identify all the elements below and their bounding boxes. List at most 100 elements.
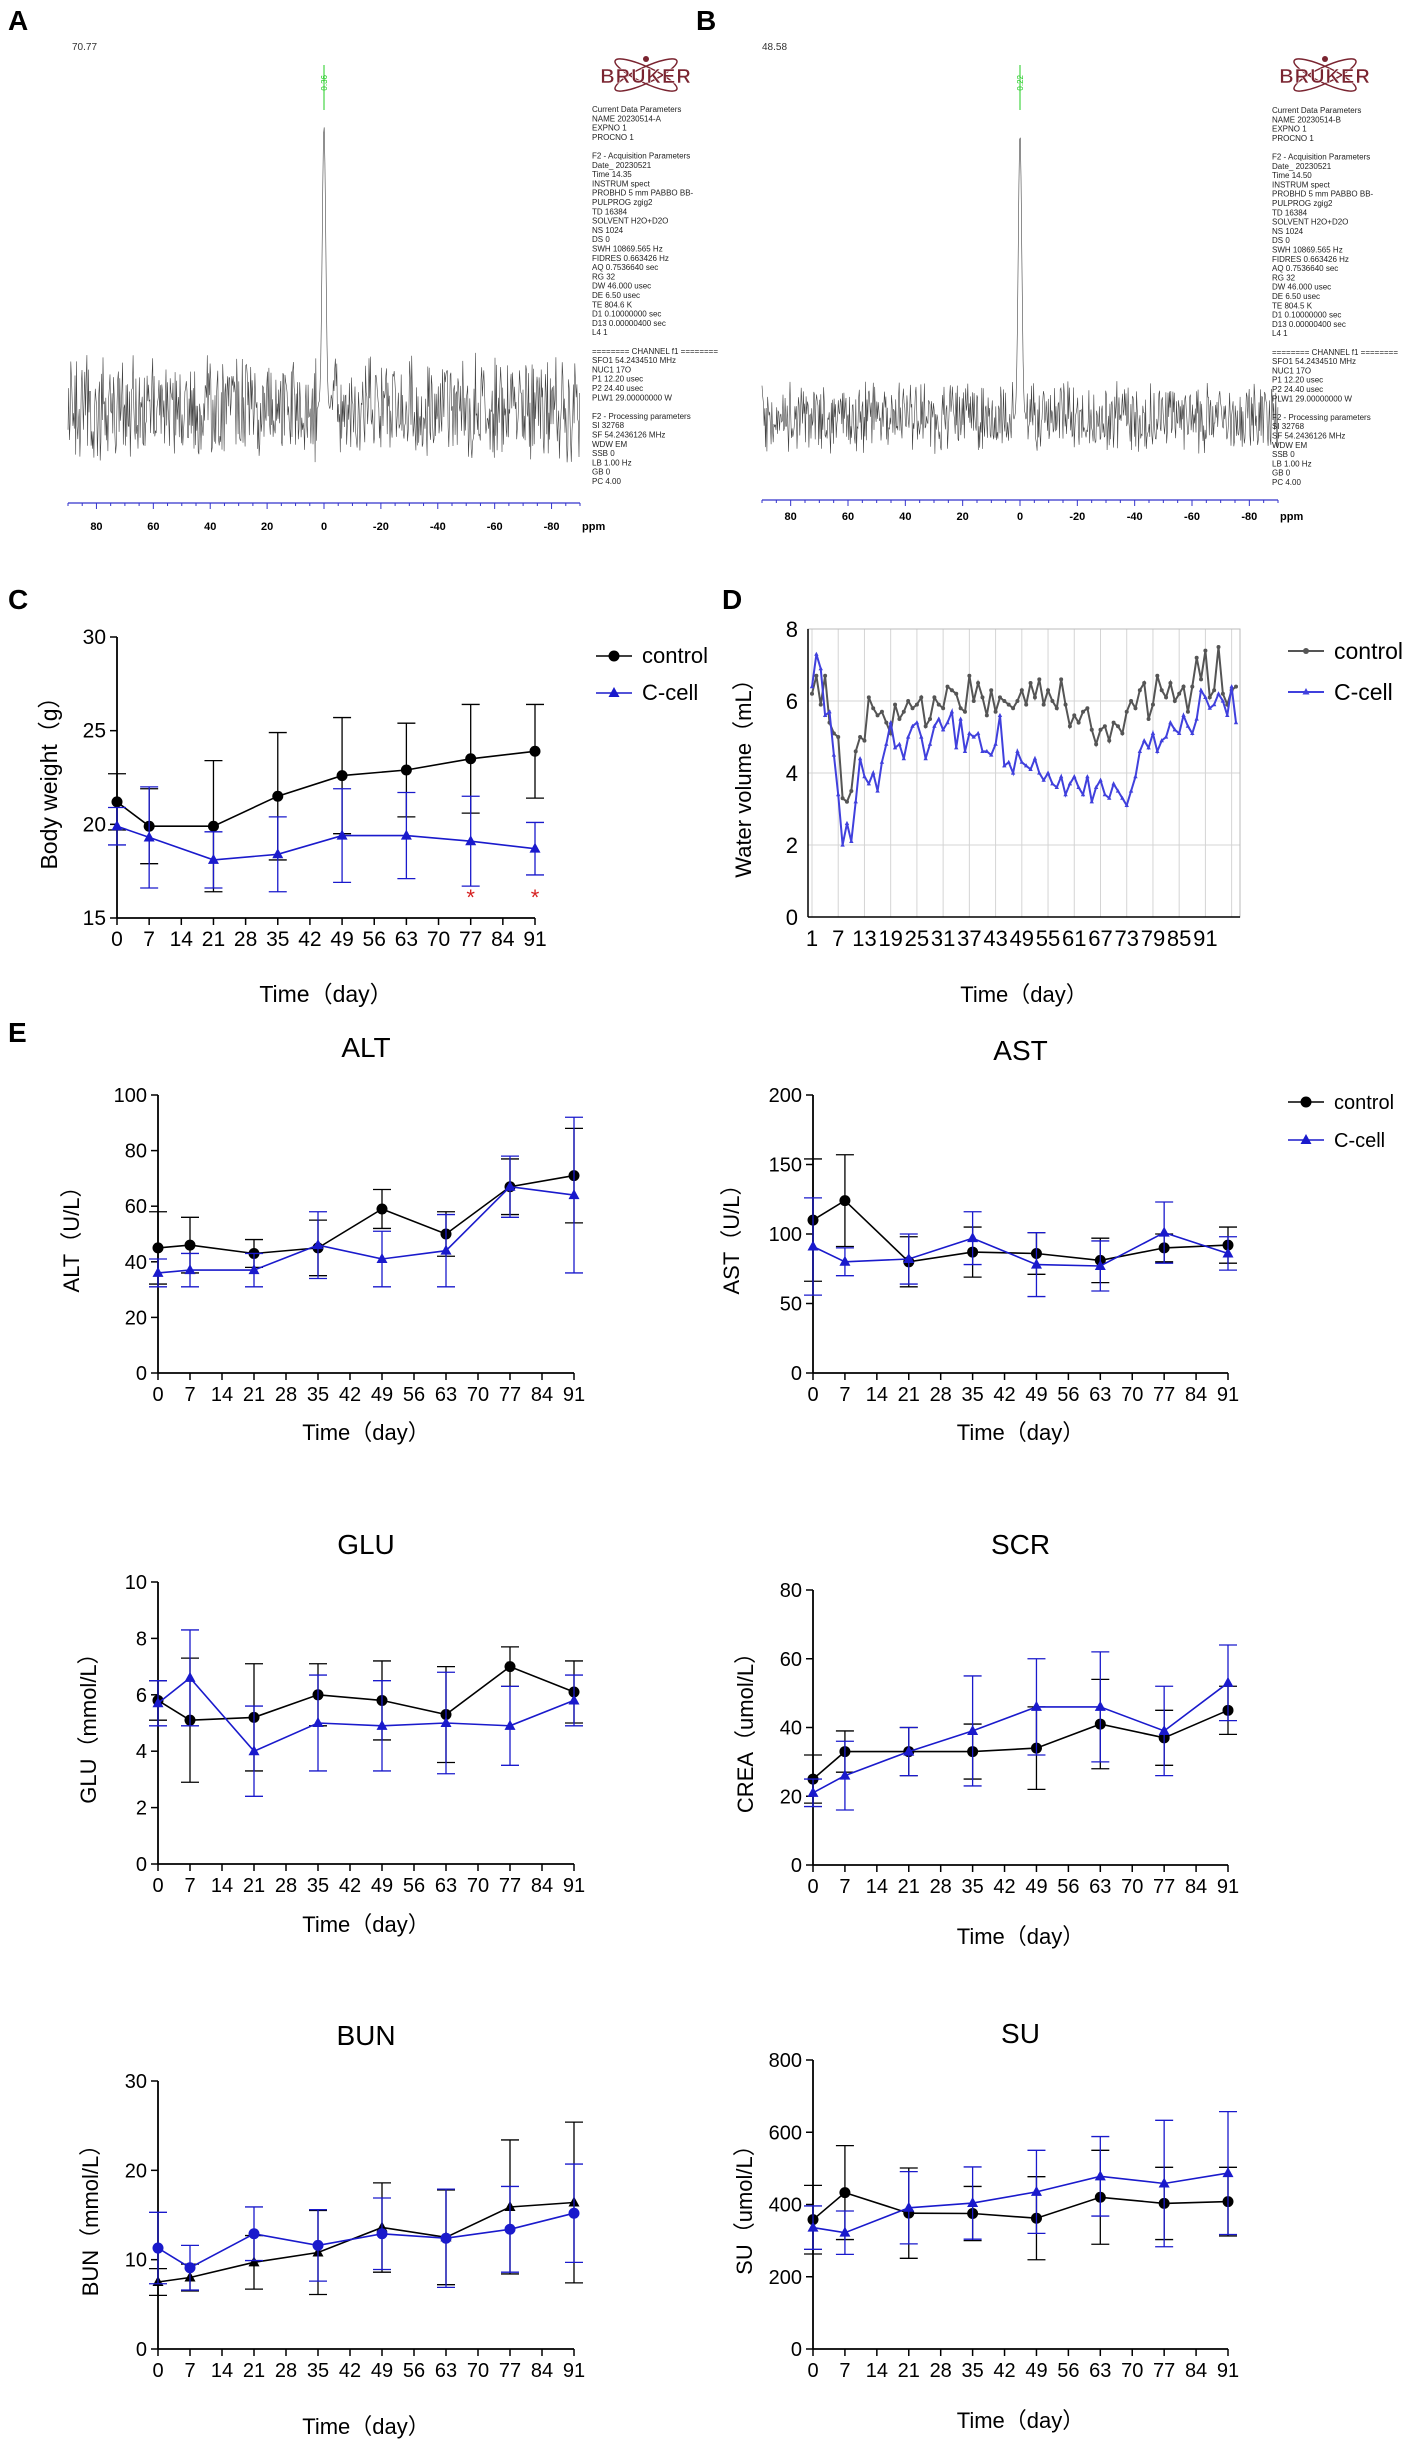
data-point: [336, 829, 348, 840]
x-axis-label: Time（day）: [259, 981, 392, 1007]
data-point: [1010, 770, 1016, 775]
x-tick-label: 37: [957, 926, 981, 951]
nmr-ppm-tick-label: 0: [321, 521, 327, 533]
bruker-dot: [643, 56, 649, 62]
data-point: [884, 741, 889, 746]
data-point: [810, 691, 814, 696]
data-point: [1098, 777, 1103, 782]
data-point: [440, 1717, 452, 1727]
data-point: [905, 734, 911, 739]
y-tick-label: 0: [136, 2339, 147, 2361]
series-line: [157, 1676, 575, 1753]
data-point: [1163, 734, 1169, 739]
data-point: [1032, 695, 1037, 700]
series-line: [157, 2212, 575, 2269]
data-point: [1006, 759, 1011, 764]
x-tick-label: 21: [898, 2360, 920, 2382]
data-point: [914, 702, 919, 707]
data-point: [1185, 709, 1190, 714]
legend-label: C-cell: [642, 680, 698, 705]
data-point: [1207, 705, 1212, 710]
data-point: [839, 1255, 851, 1266]
data-point: [504, 1180, 516, 1191]
x-tick-label: 63: [395, 928, 418, 951]
series-c-cell: [149, 1629, 583, 1797]
x-tick-label: 77: [499, 1384, 521, 1406]
data-point: [1194, 716, 1199, 721]
data-point: [958, 716, 963, 721]
data-point: [914, 720, 920, 725]
y-tick-label: 30: [83, 626, 106, 649]
data-point: [1111, 720, 1116, 725]
data-point: [1229, 684, 1234, 689]
data-point: [1203, 648, 1208, 653]
data-point: [1190, 684, 1195, 689]
data-point: [1222, 1676, 1234, 1687]
series-c-cell: [804, 1644, 1237, 1811]
x-tick-label: 49: [1025, 1384, 1047, 1406]
data-point: [1133, 706, 1138, 711]
nmr-corner-value: 48.58: [762, 42, 787, 53]
nmr-parameter-line: RG 32: [1272, 273, 1296, 282]
x-tick-label: 7: [184, 1875, 195, 1897]
x-tick-label: 14: [211, 1875, 233, 1897]
data-point: [945, 684, 950, 689]
nmr-parameter-line: NUC1 17O: [1272, 366, 1311, 375]
y-tick-label: 4: [136, 1741, 147, 1763]
data-point: [1050, 781, 1055, 786]
data-point: [1063, 702, 1068, 707]
y-tick-label: 20: [780, 1786, 802, 1808]
nmr-parameter-line: SSB 0: [592, 449, 615, 458]
data-point: [901, 756, 906, 761]
y-tick-label: 6: [786, 689, 798, 714]
data-point: [1164, 695, 1169, 700]
data-point: [1146, 717, 1151, 721]
data-point: [312, 1239, 324, 1250]
series-c-cell: [108, 786, 544, 893]
y-tick-label: 800: [769, 2050, 802, 2072]
nmr-parameter-line: PULPROG zgig2: [592, 198, 653, 207]
y-tick-label: 2: [786, 833, 798, 858]
nmr-parameter-line: LB 1.00 Hz: [592, 458, 632, 467]
nmr-parameter-line: TD 16384: [1272, 208, 1308, 217]
data-point: [152, 2242, 164, 2254]
data-point: [376, 1253, 388, 1264]
nmr-spectrum-trace: [67, 127, 580, 463]
data-point: [1028, 766, 1033, 771]
data-point: [839, 1769, 851, 1780]
data-point: [312, 2239, 324, 2251]
data-point: [504, 1719, 516, 1730]
data-point: [504, 2223, 516, 2235]
nmr-parameter-line: INSTRUM spect: [592, 179, 651, 188]
data-point: [958, 706, 963, 711]
nmr-parameter-line: SWH 10869.565 Hz: [592, 245, 663, 254]
data-point: [1207, 695, 1212, 700]
series-control: [149, 1646, 583, 1783]
y-tick-label: 2: [136, 1798, 147, 1820]
data-point: [1234, 684, 1238, 689]
nmr-parameter-line: PROCNO 1: [1272, 134, 1314, 143]
chart-title: AST: [993, 1035, 1047, 1066]
data-point: [1030, 1700, 1042, 1711]
data-point: [875, 713, 880, 718]
data-point: [818, 666, 823, 671]
nmr-ppm-unit: ppm: [582, 521, 605, 533]
data-point: [504, 1661, 516, 1673]
x-axis-label: Time（day）: [957, 1420, 1085, 1445]
data-point: [997, 695, 1002, 700]
data-point: [1023, 763, 1029, 768]
x-tick-label: 56: [403, 2360, 425, 2382]
x-tick-label: 7: [184, 1384, 195, 1406]
x-tick-label: 42: [993, 2360, 1015, 2382]
data-point: [1124, 802, 1129, 807]
chart-title: GLU: [337, 1529, 395, 1560]
data-point: [143, 831, 155, 842]
x-tick-label: 35: [266, 928, 289, 951]
x-tick-label: 77: [1153, 1876, 1175, 1898]
data-point: [1158, 1724, 1170, 1735]
nmr-parameter-line: SFO1 54.2434510 MHz: [592, 356, 676, 365]
data-point: [1168, 720, 1173, 725]
x-tick-label: 70: [427, 928, 450, 951]
